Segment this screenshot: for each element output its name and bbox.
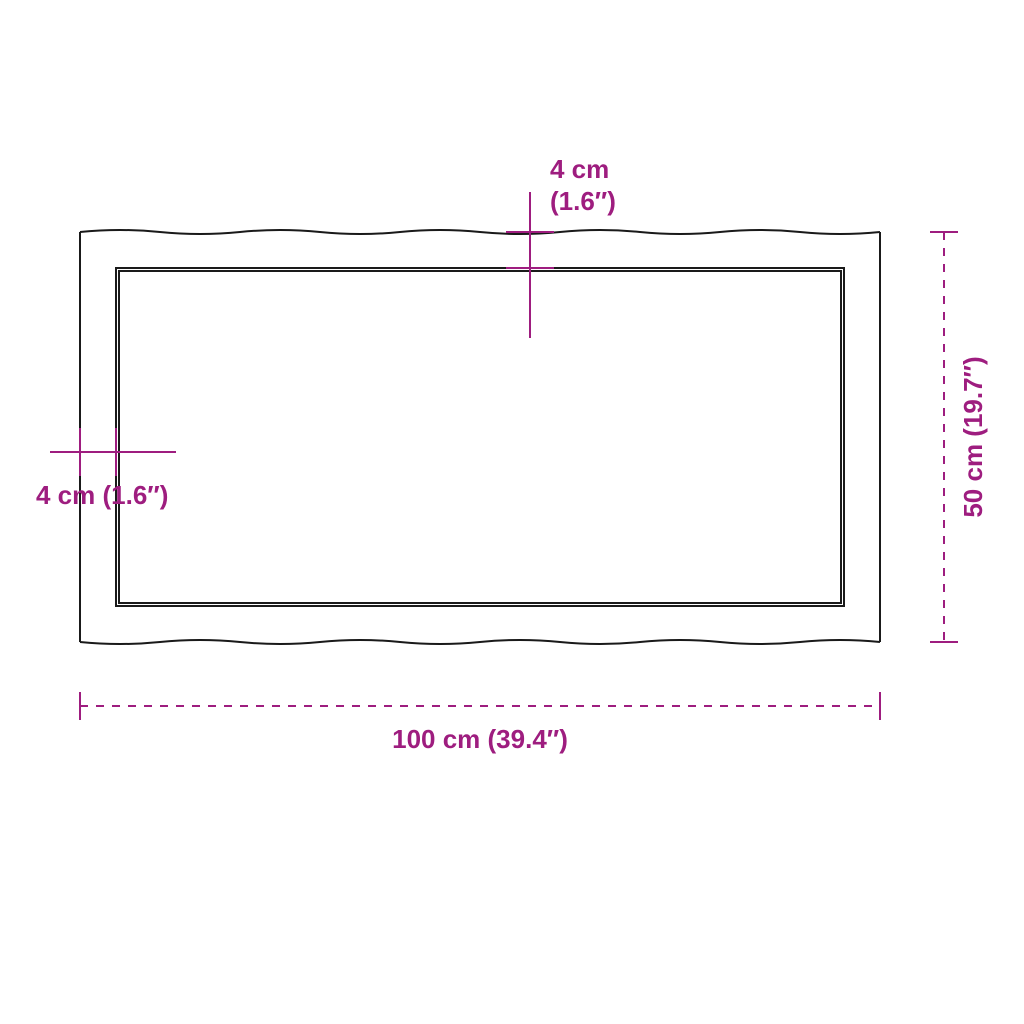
dimension-frame-top: 4 cm(1.6″): [506, 154, 616, 338]
dimension-frame-left: 4 cm (1.6″): [36, 428, 176, 510]
dimension-frame-top-label-1: 4 cm: [550, 154, 609, 184]
dimension-width: 100 cm (39.4″): [80, 692, 880, 754]
dimension-frame-top-label-2: (1.6″): [550, 186, 616, 216]
dimension-height: 50 cm (19.7″): [930, 232, 988, 642]
dimension-height-label: 50 cm (19.7″): [958, 356, 988, 517]
product-outline: [80, 230, 880, 644]
dimension-frame-left-label: 4 cm (1.6″): [36, 480, 168, 510]
dimension-width-label: 100 cm (39.4″): [392, 724, 568, 754]
